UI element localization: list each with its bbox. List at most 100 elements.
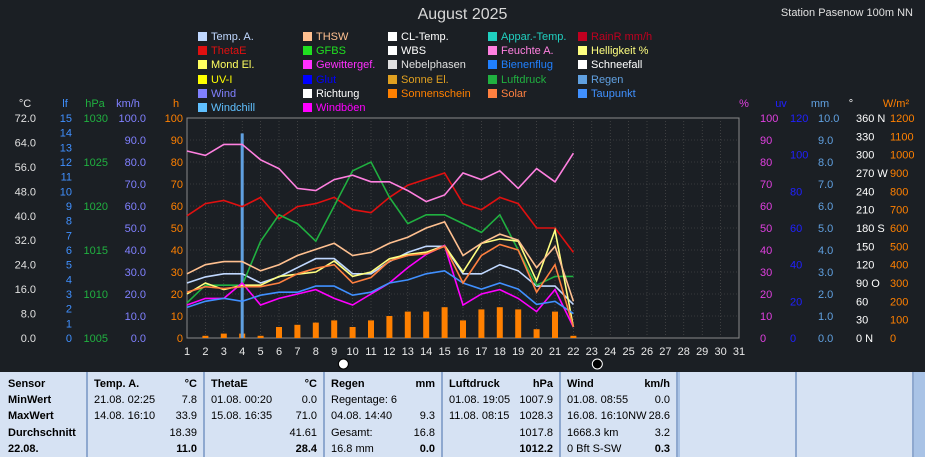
axis-unit-lf: lf [62, 98, 68, 110]
axis-tick-uv: 40 [790, 260, 802, 272]
x-tick-label: 5 [258, 346, 264, 358]
axis-unit-hpa: hPa [85, 98, 105, 110]
stats-cell-value: 0.0 [419, 443, 435, 455]
stats-cell-left: 04.08. 14:40 [331, 410, 393, 422]
axis-tick-wm2: 100 [890, 315, 908, 327]
axis-tick-kmh: 30.0 [125, 267, 146, 279]
sunshine-bar [386, 316, 393, 338]
stats-row-label: Sensor [8, 378, 46, 390]
x-tick-label: 20 [530, 346, 542, 358]
x-tick-label: 14 [420, 346, 432, 358]
legend-swatch [488, 60, 497, 70]
x-tick-label: 10 [346, 346, 358, 358]
axis-tick-mm: 1.0 [818, 311, 833, 323]
axis-tick-pct: 10 [760, 311, 772, 323]
legend-item-luftdruck: Luftdruck [488, 74, 546, 87]
axis-tick-deg: 60 [856, 296, 868, 308]
axis-tick-h: 10 [171, 311, 183, 323]
x-tick-label: 16 [457, 346, 469, 358]
axis-tick-lf: 6 [66, 245, 72, 257]
legend-label: Helligkeit % [591, 45, 649, 58]
legend-item-sonne-el-: Sonne El. [388, 74, 449, 87]
axis-tick-uv: 120 [790, 113, 808, 125]
x-tick-label: 1 [184, 346, 190, 358]
legend-item-wind: Wind [198, 88, 236, 101]
legend-label: Nebelphasen [401, 59, 466, 72]
axis-tick-pct: 0 [760, 333, 766, 345]
legend-swatch [388, 60, 397, 70]
sunshine-bar [496, 307, 503, 338]
axis-tick-lf: 10 [60, 186, 72, 198]
axis-tick-mm: 7.0 [818, 179, 833, 191]
axis-tick-wm2: 400 [890, 260, 908, 272]
axis-tick-deg: 180 S [856, 223, 885, 235]
stats-cell-left: 16.8 mm [331, 443, 374, 455]
stats-cell-value: 1028.3 [519, 410, 553, 422]
legend-item-sonnenschein: Sonnenschein [388, 88, 471, 101]
axis-tick-lf: 0 [66, 333, 72, 345]
legend-item-feuchte-a-: Feuchte A. [488, 45, 554, 58]
legend-item-cl-temp-: CL-Temp. [388, 31, 449, 44]
axis-tick-lf: 2 [66, 304, 72, 316]
statistics-panel: Sensor MinWert MaxWert Durchschnitt 22.08. Te… [0, 372, 925, 457]
series-line-temp-a- [186, 245, 574, 305]
stats-column-thetae: ThetaE °C 01.08. 00:20 0.0 15.08. 16:35 71.0 4… [205, 372, 325, 457]
legend-item-gewittergef-: Gewittergef. [303, 59, 375, 72]
x-tick-label: 22 [567, 346, 579, 358]
axis-tick-temp: 40.0 [15, 211, 36, 223]
axis-tick-kmh: 90.0 [125, 135, 146, 147]
axis-tick-lf: 9 [66, 201, 72, 213]
legend-item-regen: Regen [578, 74, 623, 87]
axis-tick-lf: 5 [66, 260, 72, 272]
sunshine-bar [515, 309, 522, 338]
legend-label: THSW [316, 31, 349, 43]
axis-tick-h: 70 [171, 179, 183, 191]
stats-empty-column [680, 372, 797, 457]
legend-swatch [198, 88, 207, 98]
axis-tick-lf: 12 [60, 157, 72, 169]
stats-row-label: Durchschnitt [8, 427, 76, 439]
axis-tick-h: 0 [177, 333, 183, 345]
sunshine-bar [533, 329, 540, 338]
series-line-thsw [186, 220, 575, 302]
axis-tick-uv: 100 [790, 150, 808, 162]
axis-tick-kmh: 40.0 [125, 245, 146, 257]
axis-tick-h: 20 [171, 289, 183, 301]
axis-tick-mm: 6.0 [818, 201, 833, 213]
legend-label: ThetaE [211, 45, 247, 58]
sunshine-bar [570, 335, 577, 338]
legend-label: UV-I [211, 73, 233, 86]
axis-tick-kmh: 50.0 [125, 223, 146, 235]
series-line-thetae [186, 172, 575, 253]
axis-unit-pct: % [739, 98, 749, 110]
stats-cell-value: 71.0 [295, 410, 317, 422]
stats-cell-left: 15.08. 16:35 [211, 410, 273, 422]
legend-label: Glut [316, 73, 337, 86]
stats-cell-left: 1668.3 km [567, 427, 619, 439]
axis-tick-wm2: 200 [890, 296, 908, 308]
x-tick-label: 9 [331, 346, 337, 358]
axis-tick-kmh: 10.0 [125, 311, 146, 323]
legend-item-wbs: WBS [388, 45, 426, 58]
axis-unit-deg: ° [849, 98, 853, 110]
stats-label-column: Sensor MinWert MaxWert Durchschnitt 22.08. [0, 372, 88, 457]
legend-item-thetae: ThetaE [198, 45, 246, 58]
stats-cell-value: 3.2 [654, 427, 670, 439]
legend-swatch [198, 74, 207, 84]
axis-tick-pct: 50 [760, 223, 772, 235]
axis-tick-deg: 270 W [856, 168, 888, 180]
axis-tick-h: 90 [171, 135, 183, 147]
x-tick-label: 24 [604, 346, 616, 358]
legend-item-nebelphasen: Nebelphasen [388, 59, 466, 72]
legend-label: Windchill [211, 102, 256, 114]
legend-label: Richtung [316, 87, 360, 100]
axis-tick-h: 100 [165, 113, 183, 125]
axis-tick-hpa: 1030 [84, 113, 108, 125]
axis-tick-kmh: 60.0 [125, 201, 146, 213]
legend-label: Windböen [316, 102, 366, 114]
axis-tick-deg: 330 [856, 131, 874, 143]
axis-tick-deg: 150 [856, 241, 874, 253]
axis-tick-h: 60 [171, 201, 183, 213]
axis-tick-pct: 100 [760, 113, 778, 125]
stats-cell-left: 01.08. 00:20 [211, 394, 273, 406]
